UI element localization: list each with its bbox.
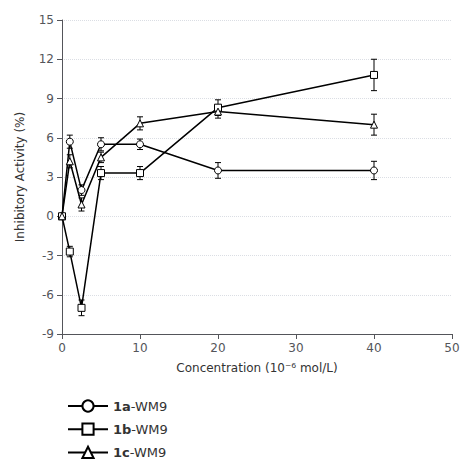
svg-text:10: 10 xyxy=(132,341,147,355)
svg-text:1c: 1c xyxy=(113,445,130,460)
svg-text:40: 40 xyxy=(366,341,381,355)
svg-text:-WM9: -WM9 xyxy=(131,399,168,414)
svg-text:-3: -3 xyxy=(42,249,54,263)
svg-text:0: 0 xyxy=(58,341,66,355)
svg-text:1a: 1a xyxy=(113,399,131,414)
svg-text:30: 30 xyxy=(288,341,303,355)
svg-text:9: 9 xyxy=(46,92,54,106)
svg-text:0: 0 xyxy=(46,209,54,223)
svg-text:-6: -6 xyxy=(42,288,54,302)
svg-text:15: 15 xyxy=(39,13,54,27)
svg-text:20: 20 xyxy=(210,341,225,355)
svg-text:Concentration (10⁻⁶ mol/L): Concentration (10⁻⁶ mol/L) xyxy=(176,361,337,375)
svg-text:-9: -9 xyxy=(42,327,54,341)
svg-text:6: 6 xyxy=(46,131,54,145)
svg-text:-WM9: -WM9 xyxy=(130,445,167,460)
svg-text:3: 3 xyxy=(46,170,54,184)
svg-text:12: 12 xyxy=(39,52,54,66)
svg-text:1b: 1b xyxy=(113,422,131,437)
svg-text:-WM9: -WM9 xyxy=(131,422,168,437)
svg-text:Inhibitory Activity (%): Inhibitory Activity (%) xyxy=(13,112,27,242)
svg-text:50: 50 xyxy=(444,341,459,355)
